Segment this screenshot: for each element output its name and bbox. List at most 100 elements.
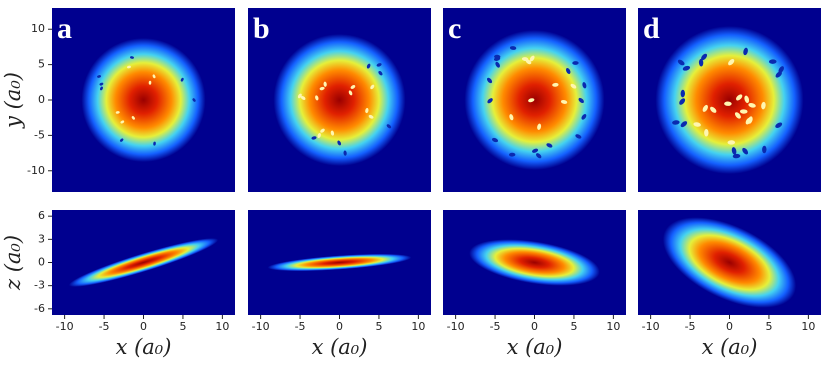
density-cloud <box>81 38 206 162</box>
vortex <box>386 124 392 129</box>
vortex <box>152 74 156 79</box>
x-tick-label: -5 <box>685 320 696 333</box>
vortex <box>731 147 737 155</box>
vortex <box>536 153 542 159</box>
panel-label: c <box>448 12 461 45</box>
vortex <box>365 107 369 114</box>
vortex <box>570 83 577 89</box>
vortex <box>508 152 516 157</box>
vortex <box>493 56 501 61</box>
x-tick-label: 0 <box>531 320 538 333</box>
vortex <box>748 103 756 108</box>
vortex <box>565 68 571 74</box>
vortex <box>768 59 777 64</box>
x-axis-label: x (a₀) <box>507 335 563 359</box>
x-axis-label: x (a₀) <box>312 335 368 359</box>
x-tick-label: -5 <box>99 320 110 333</box>
y-tick-label: -5 <box>34 128 45 141</box>
x-tick-label: -10 <box>56 320 74 333</box>
vortex <box>728 59 735 66</box>
x-tick-label: 10 <box>215 320 229 333</box>
vortex <box>495 61 500 68</box>
x-tick-label: 0 <box>140 320 147 333</box>
vortex <box>702 104 708 112</box>
x-tick-label: 5 <box>765 320 772 333</box>
vortex <box>739 109 748 114</box>
x-axis-label: x (a₀) <box>116 335 172 359</box>
vortex <box>366 63 371 69</box>
vortex <box>762 145 767 154</box>
density-cloud <box>267 253 412 272</box>
vortex <box>582 82 587 89</box>
x-tick-label: -10 <box>447 320 465 333</box>
vortex <box>491 137 499 143</box>
vortex <box>528 98 535 103</box>
vortex <box>348 90 353 96</box>
vortex <box>680 89 686 98</box>
vortex <box>682 65 691 71</box>
vortex <box>552 82 559 87</box>
vortex <box>710 106 717 113</box>
vortex <box>99 82 104 86</box>
vortex <box>378 70 383 76</box>
vortex <box>131 116 135 120</box>
y-tick-label: -6 <box>34 302 45 315</box>
x-tick-label: 0 <box>726 320 733 333</box>
x-tick-label: -5 <box>490 320 501 333</box>
vortex <box>698 58 704 67</box>
vortex <box>735 94 743 101</box>
y-axis-label: z (a₀) <box>1 235 25 291</box>
vortex <box>744 95 750 104</box>
vortex <box>529 55 535 62</box>
vortex <box>578 97 584 104</box>
vortex <box>532 148 539 153</box>
density-cloud <box>469 239 600 286</box>
vortex <box>192 98 196 102</box>
vortex <box>311 136 317 140</box>
vortex <box>97 75 101 78</box>
x-tick-label: 10 <box>606 320 620 333</box>
vortex <box>734 112 741 119</box>
x-tick-label: 0 <box>336 320 343 333</box>
vortex <box>672 120 680 125</box>
vortex <box>680 121 688 128</box>
vortex <box>581 114 587 120</box>
vortex <box>761 101 766 110</box>
density-cloud <box>68 238 219 287</box>
vortex <box>126 65 131 69</box>
y-tick-label: 6 <box>38 209 45 222</box>
vortex <box>525 59 532 65</box>
x-tick-label: -10 <box>252 320 270 333</box>
vortex <box>693 122 701 127</box>
vortex <box>747 116 753 124</box>
x-tick-label: 5 <box>570 320 577 333</box>
vortex <box>119 138 124 142</box>
vortex <box>537 123 542 130</box>
panel-label: b <box>253 12 270 45</box>
y-axis-label: y (a₀) <box>1 72 25 129</box>
vortex <box>100 86 103 91</box>
vortex <box>509 46 517 50</box>
y-tick-label: 0 <box>38 256 45 269</box>
x-tick-label: -10 <box>642 320 660 333</box>
vortex <box>317 133 321 139</box>
vortex <box>330 130 335 136</box>
panel-label: d <box>643 12 660 45</box>
vortex <box>732 153 741 159</box>
y-tick-label: -3 <box>34 279 45 292</box>
vortex <box>153 141 156 146</box>
x-tick-label: 10 <box>801 320 815 333</box>
vortex <box>337 140 342 146</box>
vortex <box>297 93 302 99</box>
vortex <box>704 128 709 137</box>
vortex <box>572 61 579 65</box>
vortex <box>509 114 514 121</box>
vortex <box>701 53 708 61</box>
vortex <box>486 77 493 84</box>
vortex <box>120 120 125 124</box>
x-tick-label: -5 <box>295 320 306 333</box>
x-tick-label: 5 <box>375 320 382 333</box>
vortex <box>180 77 184 82</box>
x-tick-label: 10 <box>411 320 425 333</box>
